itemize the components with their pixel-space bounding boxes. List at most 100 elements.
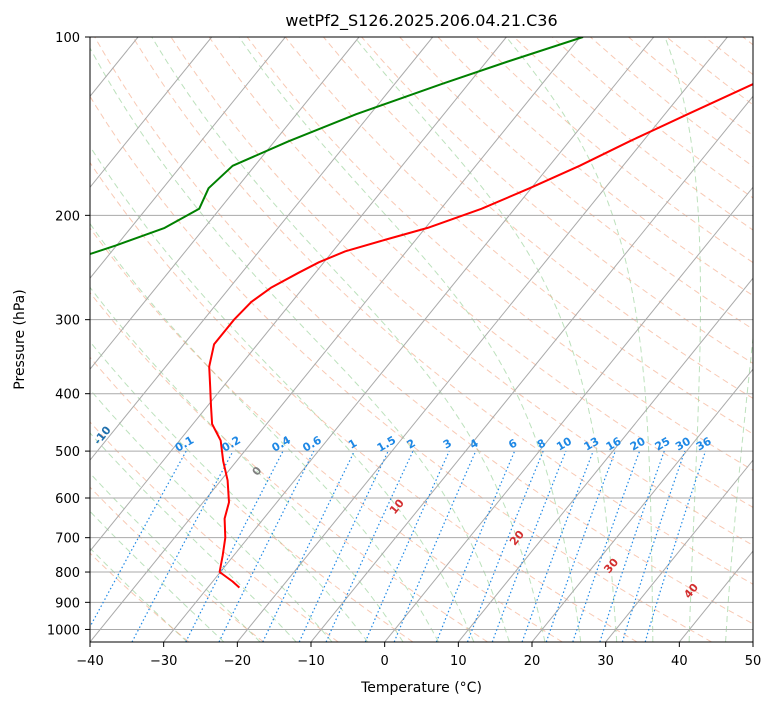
moist-adiabat-line — [762, 37, 775, 642]
y-tick-label: 100 — [55, 31, 80, 46]
x-tick-label: 20 — [524, 654, 541, 669]
dry-adiabat-line — [94, 37, 753, 625]
isotherm-line — [163, 37, 655, 642]
isotherm-line — [0, 37, 64, 642]
mixing-ratio-line — [435, 450, 516, 642]
isotherms — [0, 37, 753, 642]
isotherm-line — [90, 37, 507, 552]
line-labels: 0.10.20.40.611.52346810131620253036-100-… — [8, 395, 714, 601]
moist-adiabat-line — [151, 37, 546, 642]
mixing-ratio-line — [364, 450, 450, 642]
moist-adiabat-line — [664, 37, 701, 642]
dry-adiabat-line — [590, 37, 753, 168]
mixing-ratio-line — [545, 450, 616, 642]
y-tick-label: 900 — [55, 596, 80, 611]
isotherm-line — [605, 459, 753, 642]
mixing-ratio-label: 3 — [441, 437, 454, 452]
moist-adiabat-line — [90, 547, 188, 642]
y-tick-label: 500 — [55, 445, 80, 460]
isobars — [90, 37, 753, 630]
isotherm-line — [236, 37, 728, 642]
dry-adiabat-line — [90, 552, 190, 642]
dry-adiabat-line — [361, 37, 753, 365]
mixing-ratio-line — [185, 450, 284, 642]
dry-adiabat-line — [208, 37, 753, 508]
moist-adiabat-line — [90, 145, 475, 642]
moist-adiabat-line — [90, 472, 261, 642]
y-tick-label: 200 — [55, 209, 80, 224]
x-tick-label: −30 — [150, 654, 177, 669]
moist-adiabat-label: 0 — [250, 464, 265, 478]
y-tick-label: 700 — [55, 532, 80, 547]
mixing-ratio-line — [621, 450, 686, 642]
mixing-ratio-label: 4 — [467, 436, 480, 451]
moist-adiabat-line — [238, 37, 582, 642]
dry-adiabat-line — [551, 37, 753, 199]
x-tick-label: 30 — [597, 654, 614, 669]
mixing-ratio-line — [131, 450, 234, 642]
moist-adiabat-line — [90, 510, 225, 642]
isotherm-line — [90, 37, 286, 280]
mixing-ratio-line — [521, 450, 594, 642]
isotherm-line — [90, 37, 213, 189]
dry-adiabat-line — [742, 37, 753, 46]
dry-adiabat-line — [90, 161, 638, 642]
x-tick-label: 0 — [381, 654, 389, 669]
plot-area: 0.10.20.40.611.52346810131620253036-100-… — [0, 37, 775, 642]
moist-adiabat-line — [90, 222, 439, 642]
dry-adiabat-line — [513, 37, 753, 231]
dry-adiabat-line — [90, 227, 563, 642]
y-axis-ticks: 100 200 300 400 500 600 700 800 900 1000 — [47, 31, 90, 638]
dry-adiabat-line — [170, 37, 753, 546]
moist-adiabat-label: 30 — [601, 556, 621, 576]
moist-adiabat-line — [90, 340, 369, 642]
chart-title: wetPf2_S126.2025.206.04.21.C36 — [285, 11, 557, 31]
mixing-ratio-line — [466, 450, 544, 642]
moist-adiabat-line — [90, 432, 297, 642]
dry-adiabat-line — [246, 37, 753, 471]
moist-adiabat-line — [90, 47, 510, 642]
moist-adiabats — [90, 37, 775, 642]
dry-adiabat-label: -20 — [8, 395, 31, 419]
dry-adiabat-line — [90, 291, 488, 642]
x-tick-label: 10 — [450, 654, 467, 669]
dry-adiabat-line — [399, 37, 753, 330]
x-tick-label: 40 — [671, 654, 688, 669]
isotherm-line — [90, 37, 360, 370]
dry-adiabat-line — [90, 421, 339, 642]
y-tick-label: 300 — [55, 314, 80, 329]
y-axis-label: Pressure (hPa) — [12, 289, 28, 389]
isotherm-line — [531, 368, 753, 642]
plot-frame — [89, 36, 754, 643]
moist-adiabat-line — [725, 333, 753, 642]
isotherm-line — [90, 37, 581, 642]
mixing-ratio-label: 8 — [535, 437, 548, 452]
temperature-profile-line — [208, 83, 753, 589]
isotherm-line — [752, 641, 753, 642]
mixing-ratio-label: 2 — [405, 437, 418, 452]
x-axis-label: Temperature (°C) — [360, 680, 482, 696]
mixing-ratio-lines — [90, 450, 707, 642]
y-tick-label: 1000 — [47, 623, 80, 638]
moist-adiabat-label: 20 — [507, 528, 527, 548]
moist-adiabat-line — [90, 286, 404, 642]
dry-adiabat-line — [132, 37, 753, 585]
dry-adiabat-line — [704, 37, 753, 76]
x-tick-label: −20 — [224, 654, 251, 669]
moist-adiabat-label: 40 — [681, 581, 701, 601]
mixing-ratio-line — [393, 450, 477, 642]
x-tick-label: −40 — [76, 654, 103, 669]
mixing-ratio-line — [491, 450, 567, 642]
dry-adiabat-line — [666, 37, 753, 106]
dry-adiabat-line — [323, 37, 753, 399]
dewpoint-profile-line — [90, 37, 584, 256]
moist-adiabat-line — [505, 37, 654, 642]
y-tick-label: 800 — [55, 566, 80, 581]
isotherm-line — [90, 37, 434, 461]
isotherm-line — [384, 186, 753, 642]
x-tick-label: −10 — [297, 654, 324, 669]
dry-adiabat-line — [90, 95, 712, 642]
dry-adiabat-line — [90, 356, 414, 642]
isotherm-line — [457, 277, 753, 642]
